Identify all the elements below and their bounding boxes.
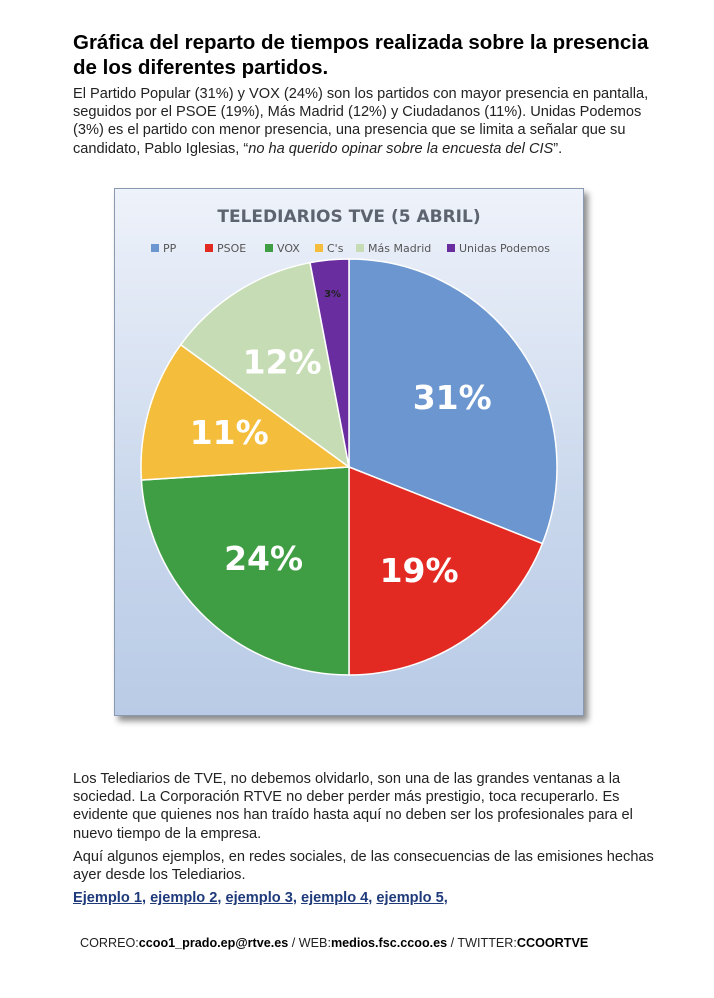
legend-label-cs: C's [327,242,344,255]
legend-swatch-psoe [205,244,213,252]
footer-web-label: / WEB: [288,936,331,950]
footer-email[interactable]: ccoo1_prado.ep@rtve.es [138,936,289,950]
pie-label-psoe: 19% [380,551,459,590]
footer-contact: CORREO:ccoo1_prado.ep@rtve.es / WEB:medi… [80,936,680,950]
pie-label-pp: 31% [413,378,492,417]
link-separator: , [443,890,448,906]
footer-twitter[interactable]: CCOORTVE [516,936,589,950]
footer-twitter-label: / TWITTER: [447,936,517,950]
legend-swatch-cs [315,244,323,252]
pie-slice-vox [140,466,350,676]
example-links: Ejemplo 1, ejemplo 2, ejemplo 3, ejemplo… [73,890,673,906]
pie-labels: 31% 19% 24% 11% 12% 3% [190,289,492,590]
pie-chart-svg: TELEDIARIOS TVE (5 ABRIL) PP PSOE VOX C's Má… [140,207,558,676]
pie-slices [140,258,558,676]
pie-label-vox: 24% [224,539,303,578]
pie-chart: TELEDIARIOS TVE (5 ABRIL) PP PSOE VOX C's Má… [114,188,584,716]
legend-label-psoe: PSOE [217,242,246,255]
link-separator: , [141,890,146,906]
intro-text: El Partido Popular (31%) y VOX (24%) son… [73,86,649,157]
chart-title: TELEDIARIOS TVE (5 ABRIL) [217,207,480,227]
pie-slice-cs [140,343,352,481]
legend-swatch-vox [265,244,273,252]
legend-swatch-mas-madrid [356,244,364,252]
pie-label-unidas-podemos: 3% [324,289,341,300]
pie-label-cs: 11% [190,413,269,452]
pie-slice-mas-madrid [179,261,351,469]
legend-label-unidas-podemos: Unidas Podemos [459,242,550,255]
pie-slice-unidas-podemos [309,258,350,468]
intro-paragraph: El Partido Popular (31%) y VOX (24%) son… [73,85,673,158]
example-link-4[interactable]: ejemplo 4 [300,890,369,906]
article-title: Gráfica del reparto de tiempos realizada… [73,31,649,79]
link-separator: , [292,890,297,906]
example-link-5[interactable]: ejemplo 5 [376,890,444,906]
intro-text-end: ”. [553,140,563,157]
legend-swatch-pp [151,244,159,252]
pie-label-mas-madrid: 12% [243,343,322,382]
body-paragraph: Los Telediarios de TVE, no debemos olvid… [73,771,633,842]
legend-swatch-unidas-podemos [447,244,455,252]
footer-correo-label: CORREO: [80,936,139,950]
example-link-3[interactable]: ejemplo 3 [225,890,293,906]
footer-web[interactable]: medios.fsc.ccoo.es [330,936,448,950]
example-link-1[interactable]: Ejemplo 1 [73,890,142,906]
intro-quote: no ha querido opinar sobre la encuesta d… [248,140,554,157]
pie-slice-pp [348,258,558,545]
body-paragraph-examples: Aquí algunos ejemplos, en redes sociales… [73,849,654,884]
legend-label-pp: PP [163,242,177,255]
chart-legend: PP PSOE VOX C's Más Madrid Unidas Podemos [151,242,550,255]
link-separator: , [217,890,222,906]
legend-label-mas-madrid: Más Madrid [368,242,431,255]
legend-label-vox: VOX [277,242,300,255]
example-link-2[interactable]: ejemplo 2 [150,890,218,906]
link-separator: , [368,890,373,906]
pie-slice-psoe [348,465,544,676]
